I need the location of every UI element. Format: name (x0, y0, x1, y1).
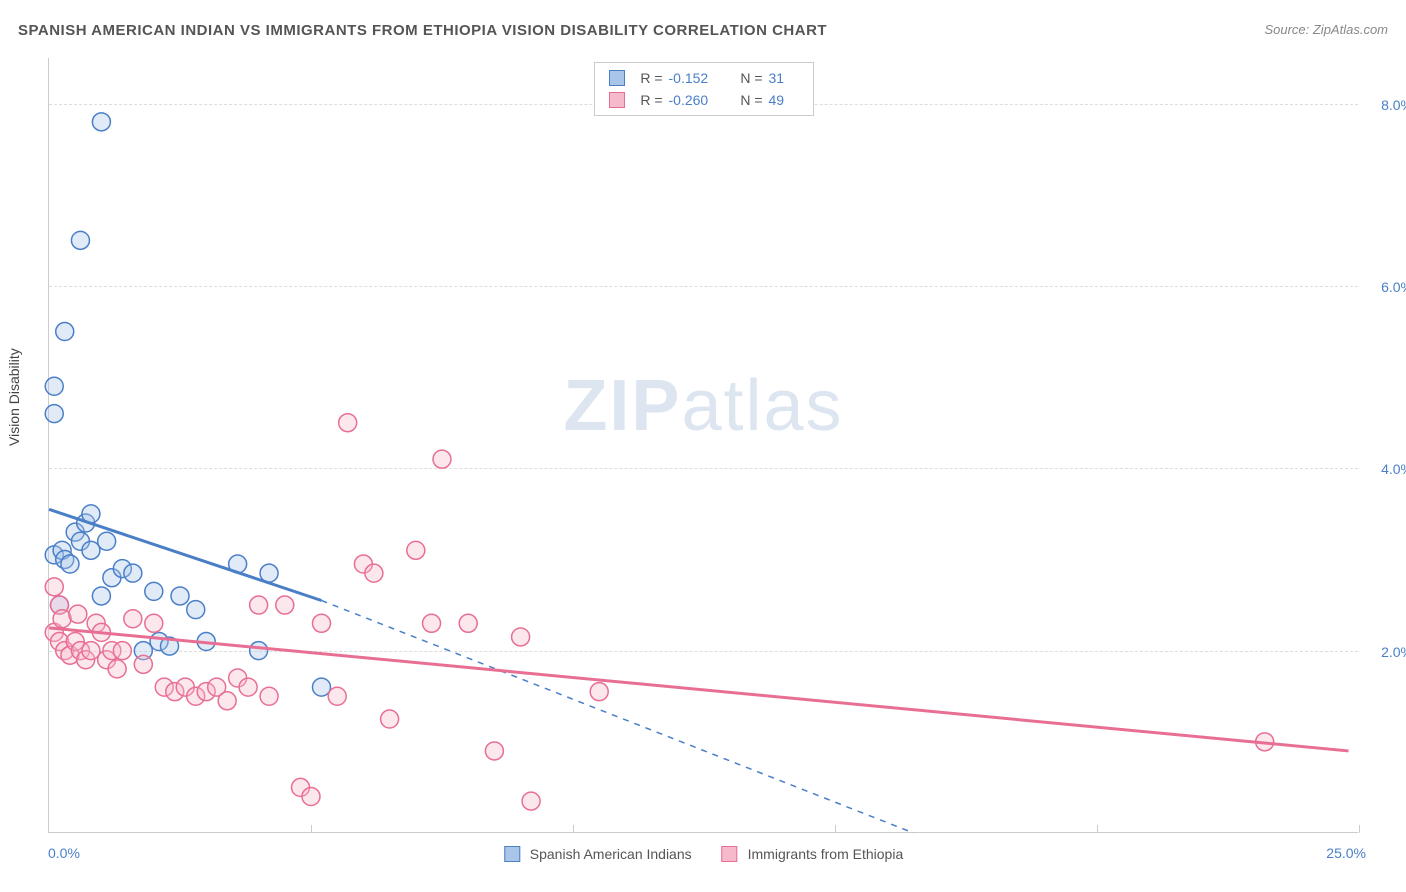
data-point (113, 642, 131, 660)
data-point (218, 692, 236, 710)
data-point (312, 678, 330, 696)
data-point (171, 587, 189, 605)
data-point (250, 642, 268, 660)
data-point (381, 710, 399, 728)
data-point (69, 605, 87, 623)
legend-series: Spanish American Indians Immigrants from… (504, 846, 903, 862)
data-point (92, 113, 110, 131)
legend-item-1: Spanish American Indians (504, 846, 692, 862)
data-point (56, 323, 74, 341)
data-point (512, 628, 530, 646)
trend-line-dashed (321, 601, 913, 834)
data-point (365, 564, 383, 582)
data-point (260, 687, 278, 705)
x-max-label: 25.0% (1326, 845, 1366, 861)
data-point (312, 614, 330, 632)
data-point (187, 601, 205, 619)
y-tick-label: 8.0% (1381, 97, 1406, 113)
data-point (45, 377, 63, 395)
data-point (423, 614, 441, 632)
data-point (239, 678, 257, 696)
legend-item-2: Immigrants from Ethiopia (722, 846, 904, 862)
chart-container: SPANISH AMERICAN INDIAN VS IMMIGRANTS FR… (0, 0, 1406, 892)
swatch-icon (609, 92, 625, 108)
data-point (82, 642, 100, 660)
data-point (485, 742, 503, 760)
data-point (276, 596, 294, 614)
plot-svg (49, 58, 1358, 832)
data-point (302, 788, 320, 806)
data-point (433, 450, 451, 468)
swatch-icon (609, 70, 625, 86)
data-point (71, 231, 89, 249)
y-tick-label: 4.0% (1381, 461, 1406, 477)
swatch-icon (504, 846, 520, 862)
plot-area: ZIPatlas 2.0%4.0%6.0%8.0% R = -0.152 N =… (48, 58, 1358, 833)
swatch-icon (722, 846, 738, 862)
data-point (145, 614, 163, 632)
data-point (590, 683, 608, 701)
data-point (82, 541, 100, 559)
data-point (45, 405, 63, 423)
data-point (124, 564, 142, 582)
data-point (328, 687, 346, 705)
chart-title: SPANISH AMERICAN INDIAN VS IMMIGRANTS FR… (18, 22, 827, 39)
y-axis-label: Vision Disability (6, 348, 22, 446)
legend-stats: R = -0.152 N = 31 R = -0.260 N = 49 (594, 62, 814, 116)
legend-stats-row-2: R = -0.260 N = 49 (609, 89, 799, 111)
data-point (108, 660, 126, 678)
data-point (61, 555, 79, 573)
data-point (250, 596, 268, 614)
y-tick-label: 2.0% (1381, 644, 1406, 660)
data-point (92, 587, 110, 605)
data-point (522, 792, 540, 810)
data-point (124, 610, 142, 628)
data-point (459, 614, 477, 632)
data-point (45, 578, 63, 596)
legend-stats-row-1: R = -0.152 N = 31 (609, 67, 799, 89)
data-point (98, 532, 116, 550)
y-tick-label: 6.0% (1381, 279, 1406, 295)
source-label: Source: ZipAtlas.com (1264, 22, 1388, 37)
x-min-label: 0.0% (48, 845, 80, 861)
data-point (407, 541, 425, 559)
data-point (134, 655, 152, 673)
data-point (145, 582, 163, 600)
data-point (339, 414, 357, 432)
